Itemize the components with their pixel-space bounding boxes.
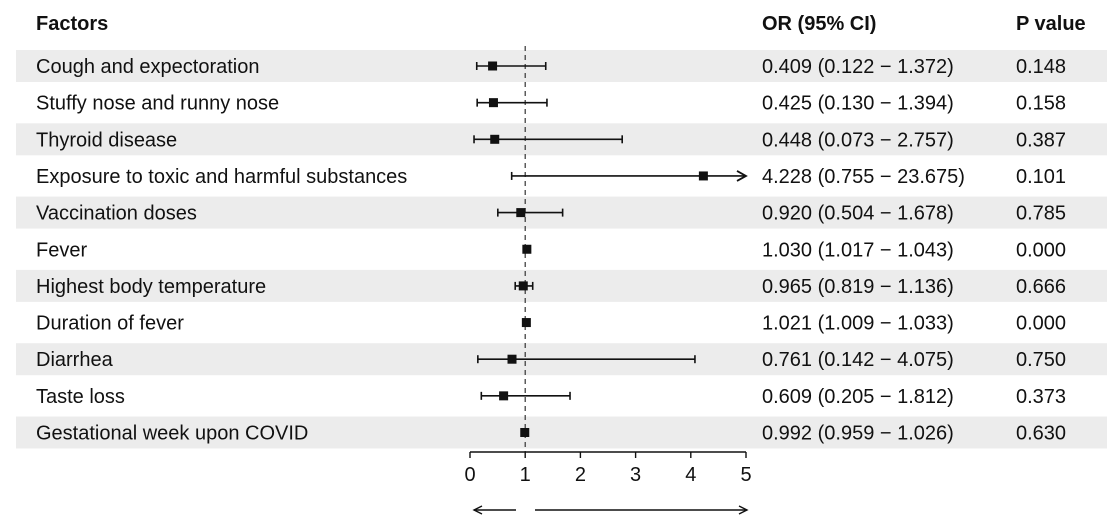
x-tick-label: 2 — [575, 464, 586, 486]
p-value-text: 0.785 — [1016, 203, 1066, 225]
direction-arrows — [472, 505, 749, 515]
or-point — [507, 354, 517, 364]
or-ci-text: 0.992 (0.959 − 1.026) — [762, 423, 954, 445]
or-ci-text: 0.425 (0.130 − 1.394) — [762, 93, 954, 115]
factor-label: Thyroid disease — [36, 129, 177, 151]
x-axis: 0 1 2 3 4 5 — [464, 451, 752, 486]
factor-label: Highest body temperature — [36, 276, 266, 298]
factor-label: Gestational week upon COVID — [36, 423, 308, 445]
or-point — [488, 61, 498, 71]
right-arrow-head — [738, 505, 749, 515]
or-point — [522, 244, 532, 254]
or-point — [521, 318, 531, 328]
p-value-text: 0.387 — [1016, 129, 1066, 151]
x-tick-label: 4 — [685, 464, 696, 486]
p-value-text: 0.630 — [1016, 423, 1066, 445]
x-tick-label: 0 — [464, 464, 475, 486]
p-value-text: 0.373 — [1016, 386, 1066, 408]
row-band — [16, 50, 1107, 82]
p-value-text: 0.750 — [1016, 349, 1066, 371]
header-or-ci: OR (95% CI) — [762, 13, 876, 35]
header-p-value: P value — [1016, 13, 1086, 35]
or-point — [516, 208, 526, 218]
rows-group: Cough and expectoration 0.409 (0.122 − 1.… — [36, 56, 1066, 445]
or-ci-text: 0.965 (0.819 − 1.136) — [762, 276, 954, 298]
p-value-text: 0.101 — [1016, 166, 1066, 188]
factor-label: Vaccination doses — [36, 203, 197, 225]
ci-arrow-head — [736, 170, 748, 182]
x-tick-label: 3 — [630, 464, 641, 486]
or-point — [518, 281, 528, 291]
or-ci-text: 0.920 (0.504 − 1.678) — [762, 203, 954, 225]
header-factors: Factors — [36, 13, 108, 35]
or-point — [698, 171, 708, 181]
row-band — [16, 269, 1107, 302]
factor-label: Taste loss — [36, 386, 125, 408]
or-point — [520, 428, 530, 437]
factor-label: Exposure to toxic and harmful substances — [36, 166, 407, 188]
factor-label: Fever — [36, 239, 87, 261]
p-value-text: 0.000 — [1016, 313, 1066, 335]
x-tick-label: 1 — [520, 464, 531, 486]
or-ci-text: 1.021 (1.009 − 1.033) — [762, 313, 954, 335]
p-value-text: 0.666 — [1016, 276, 1066, 298]
or-point — [499, 391, 509, 401]
left-arrow-head — [472, 505, 483, 515]
p-value-text: 0.158 — [1016, 93, 1066, 115]
or-ci-text: 0.448 (0.073 − 2.757) — [762, 129, 954, 151]
p-value-text: 0.148 — [1016, 56, 1066, 78]
or-ci-text: 4.228 (0.755 − 23.675) — [762, 166, 965, 188]
factor-label: Stuffy nose and runny nose — [36, 93, 279, 115]
or-ci-text: 0.609 (0.205 − 1.812) — [762, 386, 954, 408]
or-ci-text: 0.409 (0.122 − 1.372) — [762, 56, 954, 78]
factor-label: Cough and expectoration — [36, 56, 260, 78]
or-point — [490, 134, 500, 144]
factor-label: Diarrhea — [36, 349, 114, 371]
or-ci-text: 1.030 (1.017 − 1.043) — [762, 239, 954, 261]
row-band — [16, 416, 1107, 449]
or-ci-text: 0.761 (0.142 − 4.075) — [762, 349, 954, 371]
x-tick-label: 5 — [740, 464, 751, 486]
or-point — [488, 98, 498, 108]
factor-label: Duration of fever — [36, 313, 184, 335]
p-value-text: 0.000 — [1016, 239, 1066, 261]
